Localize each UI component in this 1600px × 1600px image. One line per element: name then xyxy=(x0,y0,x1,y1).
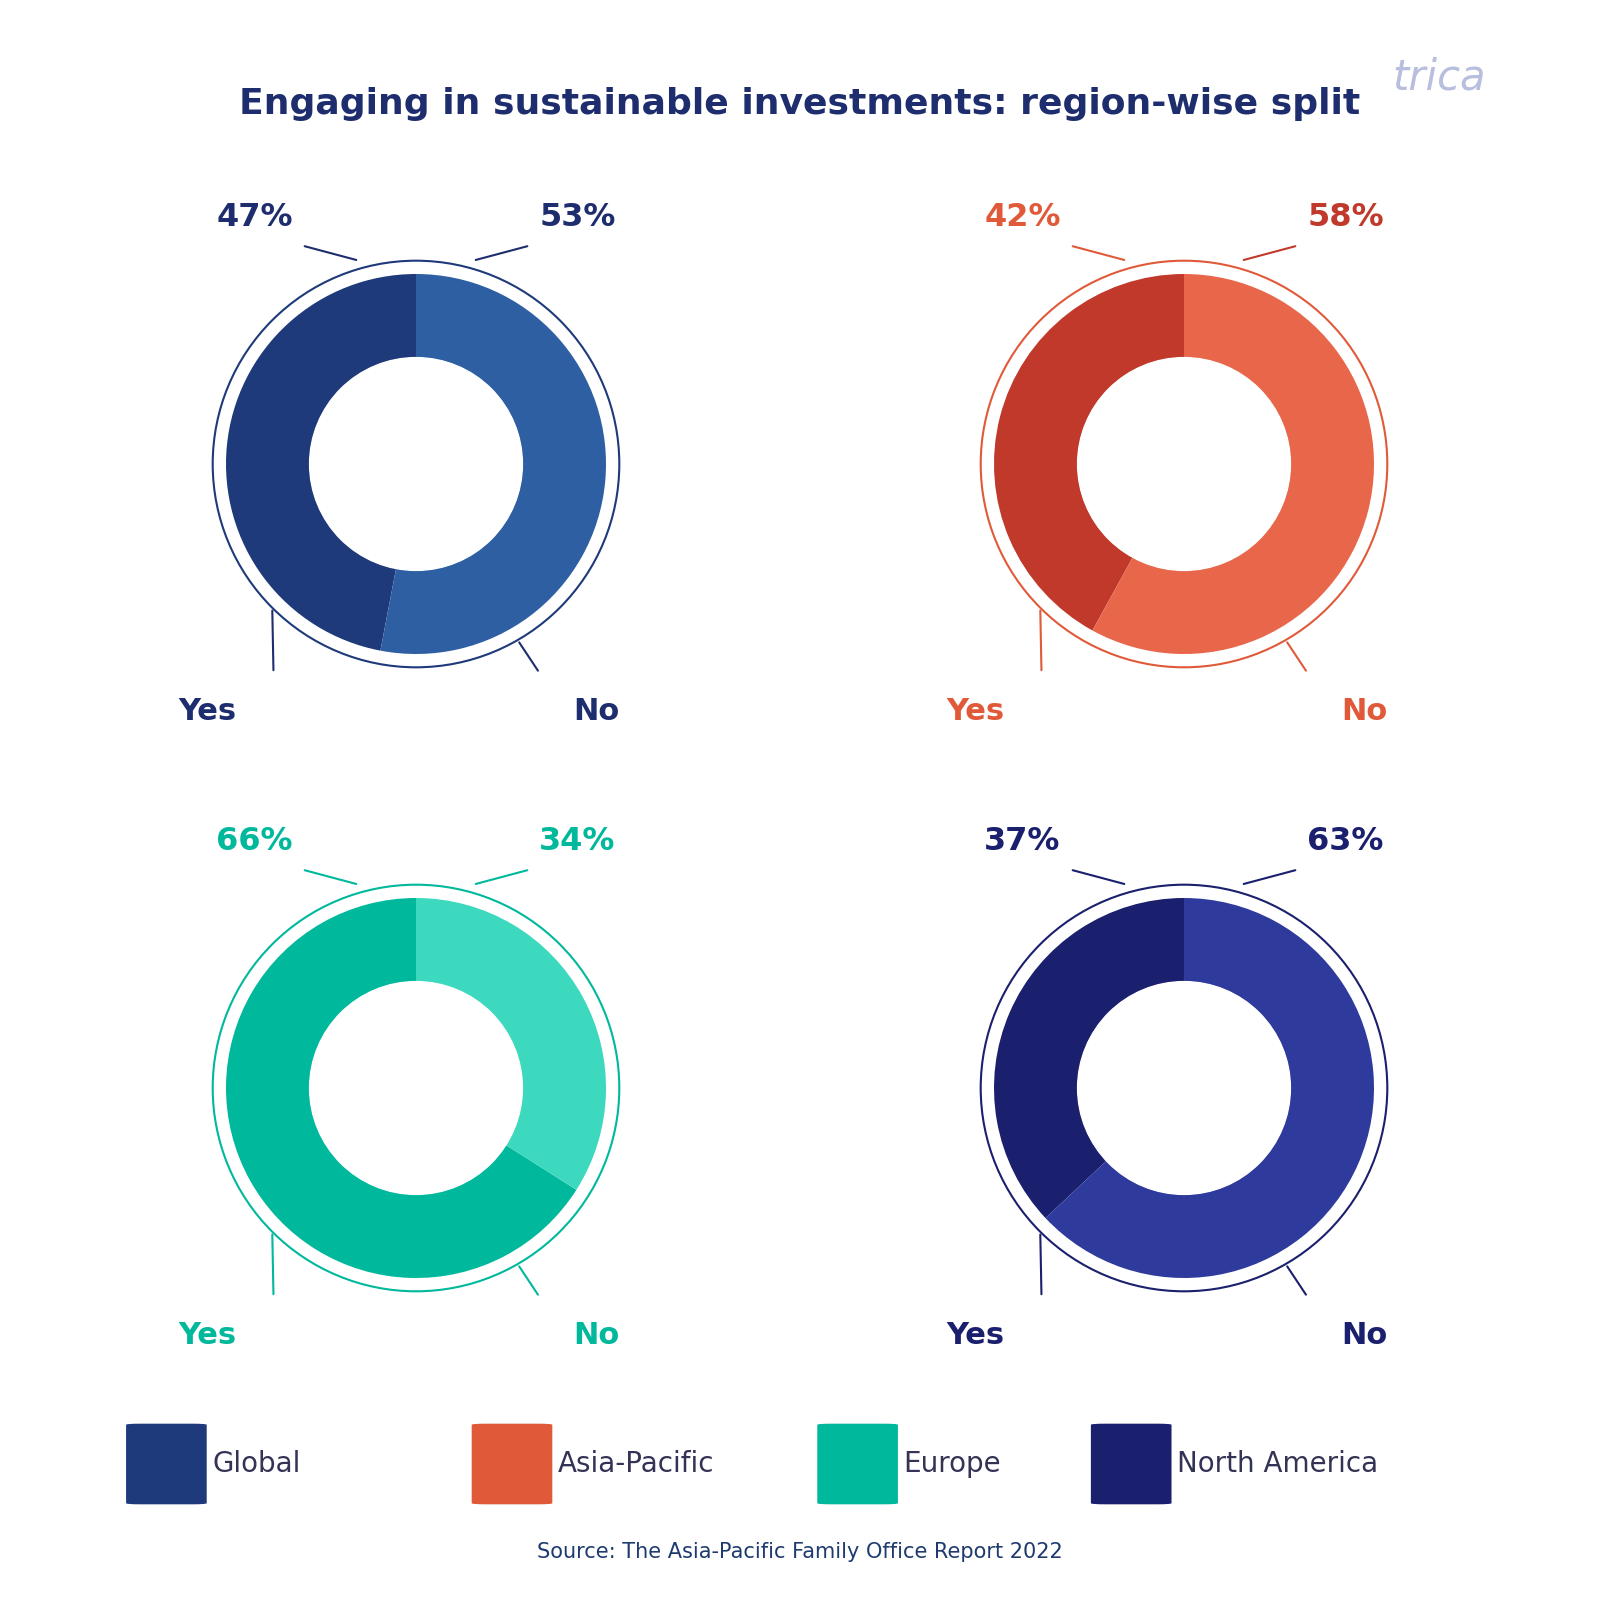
Text: 63%: 63% xyxy=(1307,826,1384,856)
Circle shape xyxy=(1078,981,1291,1194)
FancyBboxPatch shape xyxy=(1091,1424,1171,1504)
FancyBboxPatch shape xyxy=(472,1424,552,1504)
Wedge shape xyxy=(226,274,416,651)
Text: Engaging in sustainable investments: region-wise split: Engaging in sustainable investments: reg… xyxy=(240,86,1360,122)
Text: No: No xyxy=(573,696,619,725)
Text: Yes: Yes xyxy=(946,696,1005,725)
Circle shape xyxy=(310,357,522,571)
Text: 42%: 42% xyxy=(984,202,1061,232)
Text: Asia-Pacific: Asia-Pacific xyxy=(558,1450,715,1478)
Circle shape xyxy=(1078,357,1291,571)
Text: trica: trica xyxy=(1392,56,1485,98)
Wedge shape xyxy=(226,898,576,1278)
Wedge shape xyxy=(1045,898,1374,1278)
Wedge shape xyxy=(994,898,1184,1218)
Wedge shape xyxy=(416,898,606,1190)
Text: Source: The Asia-Pacific Family Office Report 2022: Source: The Asia-Pacific Family Office R… xyxy=(538,1542,1062,1562)
Text: North America: North America xyxy=(1178,1450,1379,1478)
Text: 53%: 53% xyxy=(539,202,616,232)
Circle shape xyxy=(310,981,522,1194)
FancyBboxPatch shape xyxy=(818,1424,898,1504)
Text: Yes: Yes xyxy=(178,696,237,725)
FancyBboxPatch shape xyxy=(126,1424,206,1504)
Wedge shape xyxy=(1093,274,1374,654)
Text: 58%: 58% xyxy=(1307,202,1384,232)
Text: Yes: Yes xyxy=(178,1320,237,1349)
Wedge shape xyxy=(381,274,606,654)
Wedge shape xyxy=(994,274,1184,630)
Text: Yes: Yes xyxy=(946,1320,1005,1349)
Text: No: No xyxy=(573,1320,619,1349)
Text: 47%: 47% xyxy=(216,202,293,232)
Text: No: No xyxy=(1341,1320,1387,1349)
Text: 37%: 37% xyxy=(984,826,1061,856)
Text: Europe: Europe xyxy=(904,1450,1002,1478)
Text: 34%: 34% xyxy=(539,826,616,856)
Text: No: No xyxy=(1341,696,1387,725)
Text: Global: Global xyxy=(213,1450,301,1478)
Text: 66%: 66% xyxy=(216,826,293,856)
